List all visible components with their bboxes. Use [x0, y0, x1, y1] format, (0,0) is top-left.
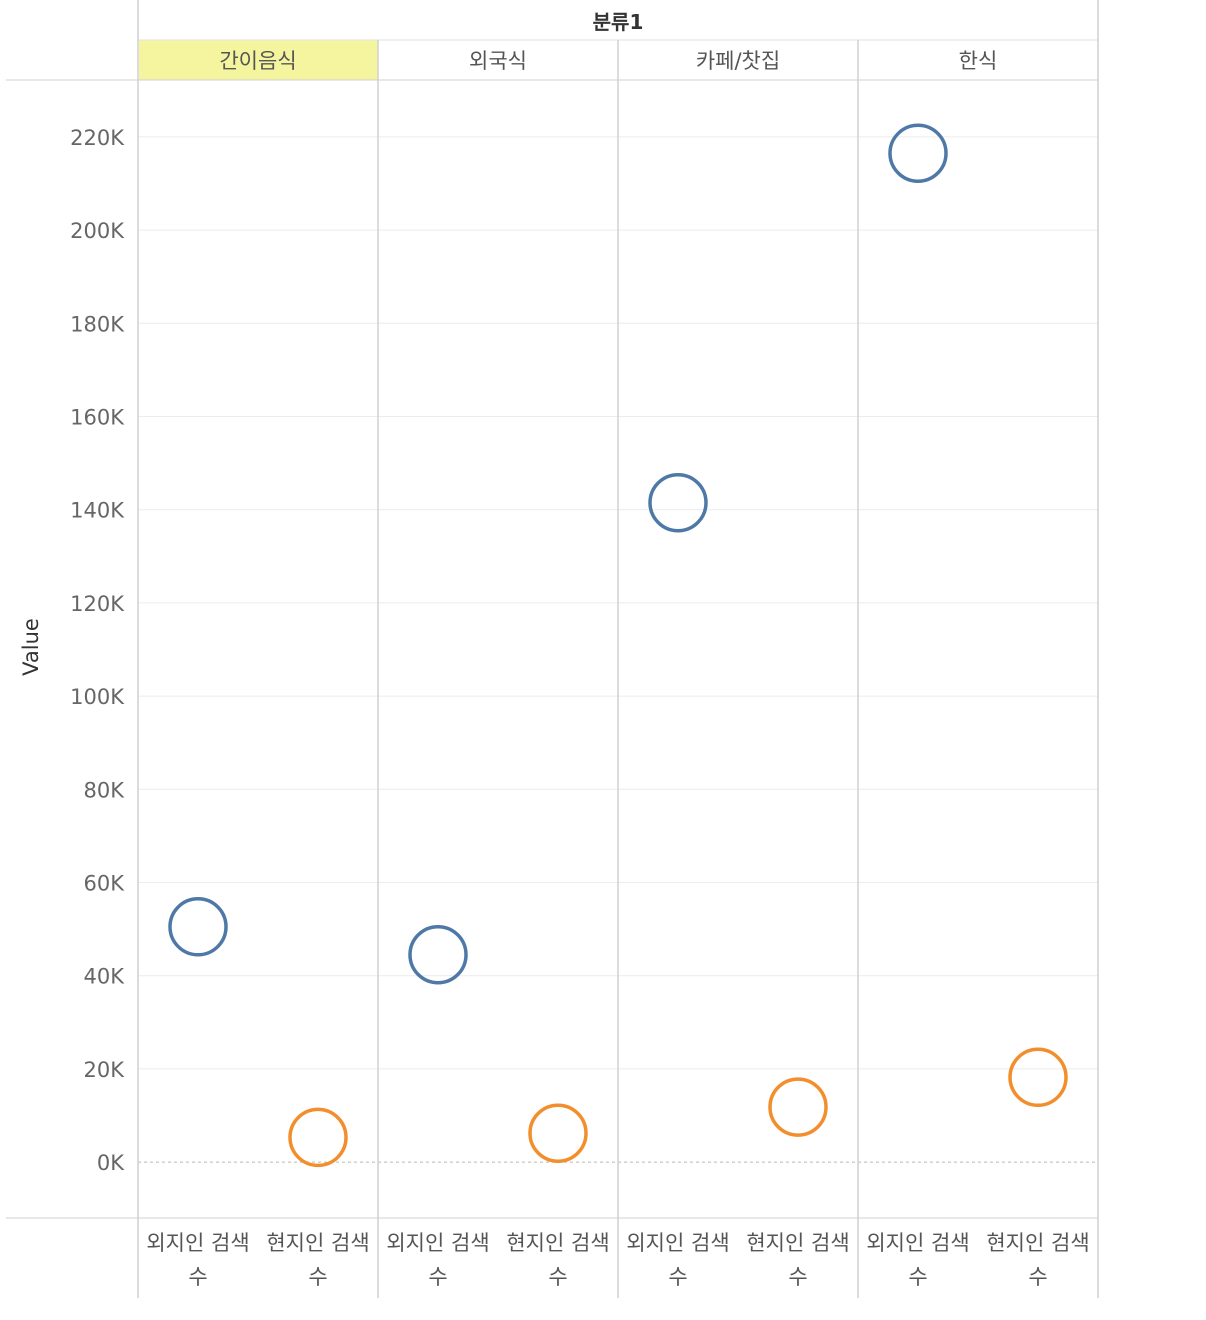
y-tick-label-0K: 0K: [97, 1151, 125, 1175]
x-label-line2: 수: [428, 1265, 447, 1289]
y-tick-label-140K: 140K: [70, 499, 125, 523]
category-label-0: 간이음식: [219, 49, 296, 73]
x-label-line2: 수: [908, 1265, 927, 1289]
x-label-line2: 수: [668, 1265, 687, 1289]
y-tick-label-180K: 180K: [70, 312, 125, 336]
y-tick-label-100K: 100K: [70, 685, 125, 709]
x-label-line2: 수: [188, 1265, 207, 1289]
y-tick-label-120K: 120K: [70, 592, 125, 616]
data-point-카페/찻집-outsider: [648, 472, 708, 533]
highlighted-panel-header-bg: [139, 40, 378, 80]
data-point-간이음식-local: [288, 1107, 348, 1168]
y-tick-label-40K: 40K: [84, 965, 126, 989]
x-label-line2: 수: [788, 1265, 807, 1289]
y-tick-label-80K: 80K: [84, 778, 126, 802]
data-point-한식-outsider: [888, 123, 948, 183]
category-label-2: 카페/찻집: [696, 49, 780, 73]
x-label-line1: 외지인 검색: [866, 1231, 969, 1255]
y-tick-label-220K: 220K: [70, 126, 125, 150]
x-label-line2: 수: [548, 1265, 567, 1289]
data-point-한식-local: [1008, 1047, 1068, 1108]
x-label-line1: 현지인 검색: [746, 1231, 849, 1255]
x-label-line2: 수: [1028, 1265, 1047, 1289]
y-tick-label-160K: 160K: [70, 406, 125, 430]
y-tick-label-200K: 200K: [70, 219, 125, 243]
x-label-line1: 현지인 검색: [266, 1231, 369, 1255]
category-label-1: 외국식: [469, 49, 527, 73]
y-tick-label-60K: 60K: [84, 871, 126, 895]
y-axis-label: Value: [19, 618, 43, 676]
data-point-외국식-local: [528, 1103, 588, 1163]
x-label-line1: 현지인 검색: [986, 1231, 1089, 1255]
x-label-line1: 외지인 검색: [146, 1231, 249, 1255]
column-header: 분류1: [593, 10, 644, 34]
x-label-line1: 외지인 검색: [386, 1231, 489, 1255]
data-point-간이음식-outsider: [168, 897, 228, 957]
data-point-외국식-outsider: [408, 924, 468, 985]
category-label-3: 한식: [959, 49, 998, 73]
x-label-line1: 현지인 검색: [506, 1231, 609, 1255]
x-label-line1: 외지인 검색: [626, 1231, 729, 1255]
data-point-카페/찻집-local: [768, 1077, 828, 1137]
y-tick-label-20K: 20K: [84, 1058, 126, 1082]
x-label-line2: 수: [308, 1265, 327, 1289]
